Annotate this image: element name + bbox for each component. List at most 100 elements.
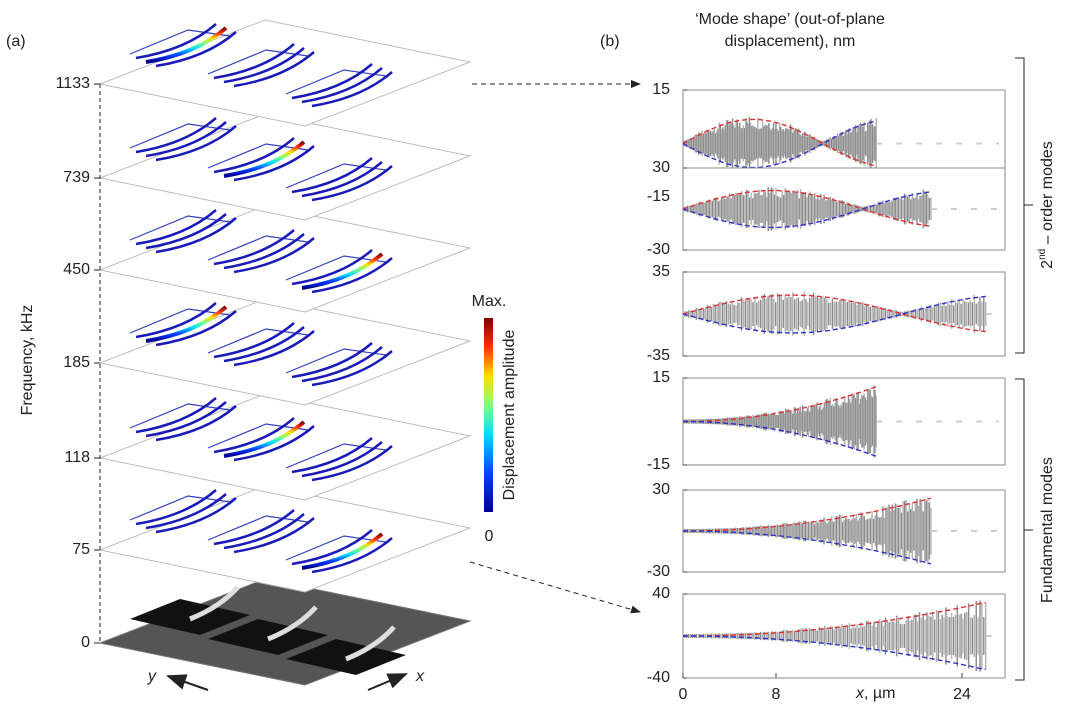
beam — [145, 401, 227, 438]
frequency-tick-label: 450 — [63, 261, 90, 278]
waveform — [682, 186, 999, 232]
beam — [145, 121, 227, 158]
y-tick-label: 30 — [652, 159, 670, 176]
beam — [135, 489, 217, 526]
y-tick-label: -40 — [647, 669, 670, 686]
beam — [213, 417, 295, 454]
x-tick-label: 8 — [772, 686, 781, 703]
frame — [129, 495, 231, 521]
envelope-lower — [683, 420, 877, 457]
envelope-upper — [682, 294, 986, 333]
bracket-label: 2nd – order modes — [1037, 141, 1057, 269]
x-tick-label: 0 — [679, 686, 688, 703]
bracket — [1015, 57, 1033, 354]
beam — [291, 437, 373, 474]
y-tick-label: 35 — [652, 263, 670, 280]
colorbar-min: 0 — [485, 528, 494, 545]
beam — [155, 310, 237, 347]
frame — [207, 328, 309, 354]
x-axis-unit: , µm — [864, 685, 895, 702]
beam — [301, 532, 384, 570]
beam — [311, 537, 393, 574]
frame — [129, 123, 231, 149]
envelope-lower — [683, 530, 932, 565]
frequency-tick-label: 75 — [72, 541, 90, 558]
beam — [135, 397, 217, 434]
beam — [223, 233, 305, 270]
plane — [98, 19, 472, 127]
frequency-axis-label: Frequency, kHz — [19, 305, 36, 416]
beam — [267, 605, 318, 642]
y-tick-label: -15 — [647, 456, 670, 473]
envelope-lower — [683, 635, 986, 671]
ordinal: 2 — [1039, 260, 1056, 269]
y-direction-label: y — [147, 668, 157, 685]
beam — [223, 140, 306, 178]
envelope-upper — [682, 189, 932, 227]
x-axis-label: x, µm — [855, 685, 895, 702]
bracket — [1015, 378, 1033, 681]
frame — [285, 69, 387, 95]
y-tick-label: 15 — [652, 81, 670, 98]
beam — [233, 517, 315, 554]
waveform — [682, 497, 999, 565]
beam — [213, 43, 295, 80]
frequency-tick-label: 118 — [64, 449, 90, 466]
beam — [311, 71, 393, 108]
frame — [129, 215, 231, 241]
envelope-upper — [683, 601, 986, 637]
colorbar — [484, 318, 493, 512]
x-arrow — [367, 673, 408, 691]
frequency-tick-label: 185 — [63, 354, 90, 371]
envelope-upper — [682, 118, 877, 167]
waveform — [682, 291, 999, 337]
beam — [135, 302, 217, 339]
bracket-text: – order modes — [1039, 141, 1056, 249]
beam — [233, 145, 315, 182]
beam — [291, 529, 373, 566]
panel-b-title: displacement), nm — [725, 33, 856, 50]
beam — [223, 420, 306, 458]
x-tick-label: 24 — [953, 686, 971, 703]
beam — [301, 67, 383, 104]
beam — [135, 117, 217, 154]
beam — [291, 157, 373, 194]
beam — [233, 237, 315, 274]
beam — [213, 509, 295, 546]
x-axis-symbol: x — [855, 685, 865, 702]
x-direction-label: x — [415, 668, 425, 685]
beam — [311, 257, 393, 294]
beam — [213, 137, 295, 174]
frequency-tick-label: 1133 — [56, 75, 91, 92]
plane — [98, 298, 472, 406]
frame — [285, 163, 387, 189]
beam — [155, 497, 237, 534]
envelope-upper — [683, 386, 877, 423]
y-tick-label: -30 — [647, 563, 670, 580]
beam — [135, 209, 217, 246]
plane — [98, 113, 472, 221]
beam — [135, 23, 217, 60]
colorbar-title: Displacement amplitude — [501, 330, 518, 501]
plots: 15 -15 30 -30 35 -35 15 -15 30 -30 40 -40 0 8 24 — [647, 81, 1006, 703]
y-tick-label: -30 — [647, 241, 670, 258]
beam — [301, 252, 384, 290]
beam — [345, 625, 396, 662]
waveform — [682, 600, 999, 672]
envelope-lower — [682, 120, 877, 169]
frequency-tick-label: 739 — [63, 169, 90, 186]
beam — [301, 161, 383, 198]
beam — [145, 26, 228, 64]
beam — [291, 342, 373, 379]
beam — [145, 493, 227, 530]
panel-a-label: (a) — [6, 33, 26, 50]
beam — [311, 165, 393, 202]
colorbar-max: Max. — [472, 293, 507, 310]
plane — [98, 205, 472, 313]
plane — [98, 393, 472, 501]
frame — [285, 348, 387, 374]
y-tick-label: 30 — [652, 481, 670, 498]
beam — [145, 213, 227, 250]
beam — [291, 249, 373, 286]
